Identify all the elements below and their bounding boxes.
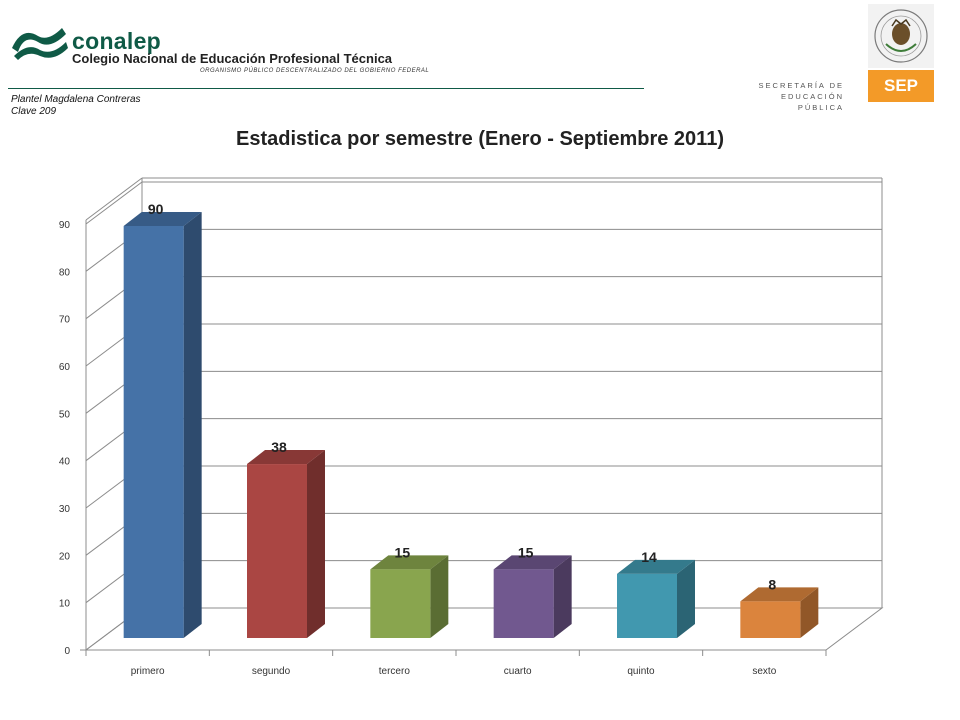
data-label-tercero: 15	[395, 544, 411, 560]
bar-top	[493, 555, 572, 570]
y-tick-label: 0	[64, 646, 70, 657]
sep-secretaria-label: SECRETARÍA DE EDUCACIÓN PÚBLICA	[736, 80, 844, 113]
bar-front	[617, 573, 677, 638]
data-label-quinto: 14	[641, 549, 657, 565]
data-label-segundo: 38	[271, 439, 287, 455]
x-tick-label-cuarto: cuarto	[504, 666, 532, 677]
bar-side	[430, 555, 449, 638]
brand-name: conalep	[72, 28, 162, 54]
chart-title: Estadistica por semestre (Enero - Septie…	[236, 128, 724, 150]
plantel-name: Plantel Magdalena Contreras	[11, 94, 141, 105]
bar-side	[677, 559, 695, 638]
data-label-cuarto: 15	[518, 544, 534, 560]
header-divider	[8, 88, 644, 89]
college-name: Colegio Nacional de Educación Profesiona…	[72, 51, 393, 66]
y-tick-label: 50	[59, 409, 71, 420]
conalep-logo-icon	[12, 28, 68, 60]
bar-primero	[123, 212, 202, 638]
bar-front	[740, 601, 801, 638]
conalep-header: conalep Colegio Nacional de Educación Pr…	[8, 14, 478, 78]
data-label-sexto: 8	[768, 576, 776, 592]
y-tick-label: 70	[59, 315, 71, 326]
y-tick-label: 20	[59, 551, 71, 562]
y-tick-label: 60	[59, 362, 71, 373]
bar-front	[370, 569, 431, 638]
data-label-primero: 90	[148, 201, 164, 217]
x-tick-label-tercero: tercero	[379, 666, 411, 677]
bar-side	[800, 587, 819, 638]
bar-front	[493, 569, 554, 638]
bar-cuarto	[493, 555, 572, 638]
x-tick-label-segundo: segundo	[252, 666, 291, 677]
gridline-side	[85, 181, 143, 225]
bar-side	[183, 212, 202, 638]
bar-top	[617, 559, 695, 574]
y-tick-label: 40	[59, 457, 71, 468]
bar-top	[123, 212, 202, 226]
bar-sexto	[740, 587, 819, 638]
side-wall-top	[85, 177, 143, 221]
mexico-seal-icon	[868, 4, 934, 68]
bar-segundo	[247, 450, 325, 638]
secretaria-line1: SECRETARÍA DE	[758, 81, 844, 90]
sep-logo: SEP	[868, 70, 934, 102]
bar-chart: 0 10 20 30 40 50 60 70 80 90 90 primero 38 segundo 15…	[59, 177, 884, 677]
bar-side	[553, 555, 572, 638]
bar-top	[247, 450, 325, 465]
bar-front	[247, 464, 307, 638]
x-tick-label-primero: primero	[131, 666, 165, 677]
bar-side	[307, 450, 325, 638]
secretaria-line2: EDUCACIÓN PÚBLICA	[780, 92, 844, 112]
bar-tercero	[370, 555, 449, 638]
x-tick-label-sexto: sexto	[752, 666, 776, 677]
y-tick-label: 90	[59, 220, 71, 231]
bar-front	[123, 226, 184, 638]
y-tick-label: 10	[59, 599, 71, 610]
y-tick-label: 30	[59, 504, 71, 515]
bar-quinto	[617, 559, 695, 638]
y-tick-label: 80	[59, 267, 71, 278]
organism-label: ORGANISMO PÚBLICO DESCENTRALIZADO DEL GO…	[200, 68, 430, 74]
x-tick-label-quinto: quinto	[627, 666, 655, 677]
bar-top	[370, 555, 449, 570]
plantel-info: Plantel Magdalena Contreras Clave 209	[11, 94, 141, 118]
plantel-clave: Clave 209	[11, 106, 57, 117]
bar-top	[740, 587, 819, 602]
